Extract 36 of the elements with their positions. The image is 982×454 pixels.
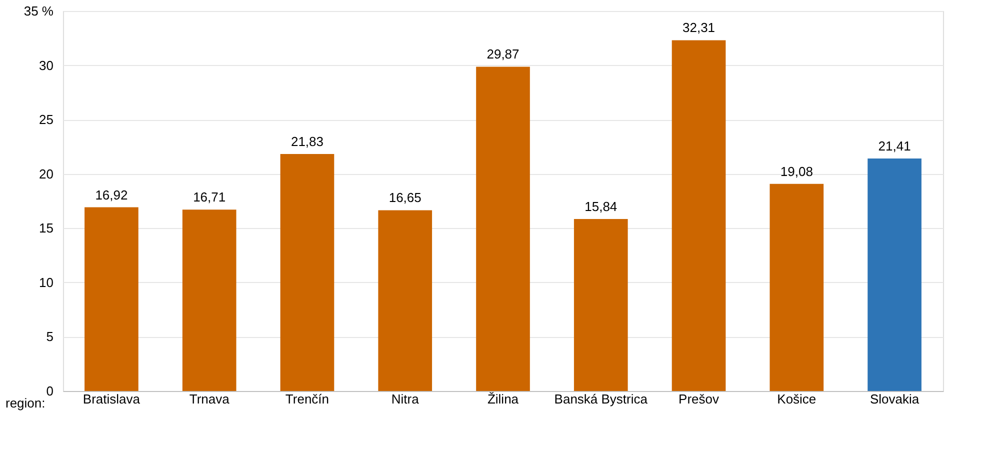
bar: [378, 210, 432, 391]
y-tick-label: 15: [39, 220, 54, 236]
data-label: 21,41: [878, 138, 911, 154]
bar: [770, 184, 824, 391]
bar: [574, 219, 628, 391]
x-tick-label: Trnava: [189, 392, 230, 406]
x-tick-label: Trenčín: [285, 392, 330, 406]
bar: [868, 158, 922, 391]
x-tick-label: Slovakia: [870, 392, 920, 406]
data-label: 32,31: [682, 20, 716, 36]
y-tick-label: 25: [39, 112, 54, 128]
data-label: 16,71: [193, 190, 226, 205]
y-tick-label: 20: [39, 166, 54, 182]
x-tick-label: Žilina: [487, 392, 520, 406]
bar: [84, 207, 138, 391]
bar: [280, 154, 334, 391]
bar: [476, 66, 530, 391]
y-tick-label: 10: [39, 274, 54, 290]
x-tick-label: Banská Bystrica: [554, 392, 648, 406]
y-tick-label: 35 %: [24, 4, 54, 18]
data-label: 16,92: [95, 187, 128, 202]
x-axis-title: region:: [6, 396, 46, 410]
x-tick-label: Prešov: [678, 392, 720, 406]
y-tick-label: 0: [46, 384, 54, 398]
data-label: 21,83: [290, 134, 324, 149]
data-label: 29,87: [486, 46, 520, 62]
y-tick-label: 30: [39, 58, 54, 73]
data-label: 19,08: [780, 164, 813, 179]
y-tick-label: 5: [46, 329, 54, 344]
data-label: 15,84: [584, 199, 618, 214]
data-label: 16,65: [388, 190, 422, 206]
x-tick-label: Nitra: [391, 392, 420, 406]
x-tick-label: Košice: [777, 392, 816, 406]
bar: [182, 210, 236, 391]
bar: [672, 40, 726, 391]
x-tick-label: Bratislava: [82, 392, 141, 406]
